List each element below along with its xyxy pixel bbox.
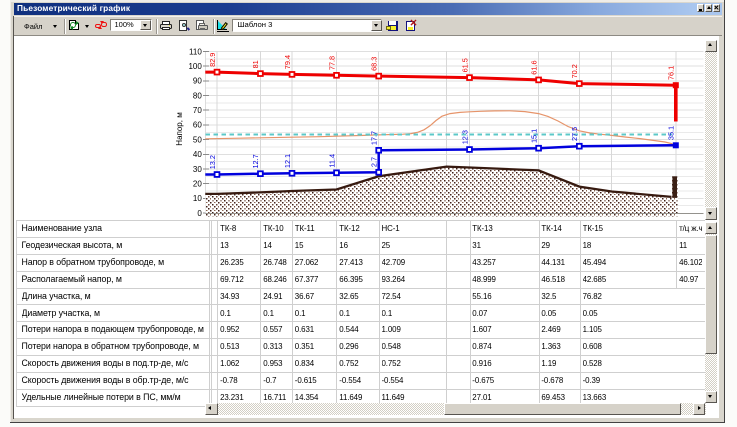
svg-text:17.7: 17.7 [370,131,379,145]
svg-text:70.2: 70.2 [570,64,579,78]
svg-text:100: 100 [188,62,202,71]
svg-text:13.2: 13.2 [208,155,217,169]
svg-text:0: 0 [197,209,202,218]
svg-text:20: 20 [193,179,202,188]
svg-text:61.5: 61.5 [460,58,469,72]
svg-text:60: 60 [193,121,202,130]
svg-text:110: 110 [189,47,202,56]
svg-text:12.7: 12.7 [251,154,260,168]
svg-text:27.5: 27.5 [570,127,579,141]
svg-text:77.8: 77.8 [327,56,336,70]
svg-text:12.3: 12.3 [460,130,469,144]
svg-text:76.1: 76.1 [667,66,676,80]
svg-text:11.4: 11.4 [327,154,336,168]
svg-text:82.9: 82.9 [208,53,217,67]
svg-text:80: 80 [193,91,202,100]
svg-text:35.1: 35.1 [667,126,676,140]
svg-text:70: 70 [193,106,202,115]
svg-text:2.7: 2.7 [370,157,379,167]
svg-text:79.4: 79.4 [283,55,292,69]
svg-text:15.1: 15.1 [529,129,538,143]
svg-text:10: 10 [193,194,202,203]
svg-text:61.6: 61.6 [529,60,538,74]
svg-text:Напор, м: Напор, м [175,112,184,145]
svg-text:50: 50 [193,135,202,144]
svg-text:12.1: 12.1 [283,154,292,168]
svg-text:68.3: 68.3 [370,57,379,71]
svg-text:40: 40 [193,150,202,159]
svg-text:30: 30 [193,165,202,174]
svg-text:81: 81 [251,60,260,68]
svg-text:90: 90 [193,77,202,86]
